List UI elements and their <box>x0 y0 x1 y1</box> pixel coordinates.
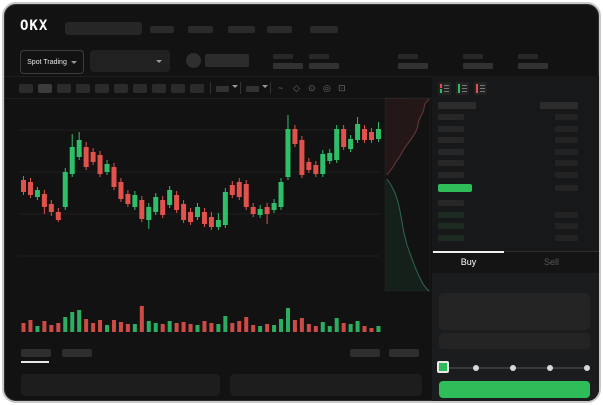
book-all-icon[interactable] <box>438 82 451 95</box>
timeframe-slot-6[interactable] <box>114 84 128 93</box>
book-bids-icon[interactable] <box>456 82 469 95</box>
amount-input[interactable] <box>439 333 590 349</box>
bid-row[interactable] <box>438 234 578 241</box>
timeframe-row <box>19 84 204 93</box>
ask-row[interactable] <box>438 160 578 167</box>
slider-stop-4[interactable] <box>584 365 590 371</box>
market-type-selector[interactable]: Spot Trading <box>20 50 84 74</box>
nav-item-3[interactable] <box>228 26 255 33</box>
orders-action-2[interactable] <box>389 349 419 357</box>
line-type-icon[interactable]: ~ <box>278 83 284 93</box>
indicator-dropdown[interactable] <box>216 86 229 92</box>
stat-24h-1 <box>273 54 313 72</box>
active-tab-underline <box>21 361 49 363</box>
nav-item-1[interactable] <box>150 26 174 33</box>
search-input[interactable] <box>65 22 142 35</box>
slider-stop-3[interactable] <box>547 365 553 371</box>
ask-row[interactable] <box>438 171 578 178</box>
last-price-badge[interactable] <box>438 184 472 192</box>
bid-row[interactable] <box>438 223 578 230</box>
buy-button[interactable] <box>439 381 590 398</box>
stat-24h-4 <box>463 54 503 72</box>
orders-panel-left <box>21 374 220 396</box>
fullscreen-icon[interactable]: ⊡ <box>338 83 346 93</box>
bid-row[interactable] <box>438 211 578 218</box>
market-type-label: Spot Trading <box>27 58 67 66</box>
camera-icon[interactable]: ⊙ <box>308 83 316 93</box>
timeframe-slot-3[interactable] <box>57 84 71 93</box>
orderbook-header-price <box>438 102 476 109</box>
timeframe-slot-2[interactable] <box>38 84 52 93</box>
timeframe-slot-9[interactable] <box>171 84 185 93</box>
ask-row[interactable] <box>438 125 578 132</box>
orders-panel-right <box>230 374 422 396</box>
slider-handle[interactable] <box>437 361 449 373</box>
ask-row[interactable] <box>438 137 578 144</box>
orders-tab-active[interactable] <box>21 349 51 357</box>
ask-rows[interactable] <box>438 114 578 184</box>
timeframe-slot-7[interactable] <box>133 84 147 93</box>
price-input[interactable] <box>439 293 590 330</box>
timeframe-slot-1[interactable] <box>19 84 33 93</box>
orders-tab-2[interactable] <box>62 349 92 357</box>
buy-tab-indicator <box>433 251 504 253</box>
bid-row[interactable] <box>438 200 578 206</box>
trade-form <box>432 273 599 401</box>
timeframe-slot-4[interactable] <box>76 84 90 93</box>
spread-amount-bar <box>555 185 578 191</box>
chevron-down-icon[interactable] <box>232 85 238 105</box>
stat-24h-2 <box>309 54 349 72</box>
orderbook-header-amount <box>540 102 578 109</box>
nav-item-2[interactable] <box>188 26 213 33</box>
ask-row[interactable] <box>438 148 578 155</box>
okx-logo[interactable]: OKX <box>20 18 49 34</box>
slider-stop-2[interactable] <box>510 365 516 371</box>
book-asks-icon[interactable] <box>474 82 487 95</box>
stat-24h-3 <box>398 54 438 72</box>
chevron-down-icon[interactable] <box>262 85 268 105</box>
ask-row[interactable] <box>438 114 578 120</box>
settings-icon[interactable]: ◎ <box>323 83 331 93</box>
timeframe-slot-5[interactable] <box>95 84 109 93</box>
stat-24h-5 <box>518 54 558 72</box>
timeframe-slot-10[interactable] <box>190 84 204 93</box>
timeframe-slot-8[interactable] <box>152 84 166 93</box>
draw-icon[interactable]: ◇ <box>293 83 300 93</box>
orders-action-1[interactable] <box>350 349 380 357</box>
chevron-down-icon <box>156 59 162 63</box>
nav-item-4[interactable] <box>267 26 292 33</box>
orderbook-panel: Buy Sell <box>432 76 599 401</box>
chevron-down-icon <box>70 60 77 64</box>
slider-stop-1[interactable] <box>473 365 479 371</box>
overlay-dropdown[interactable] <box>246 86 259 92</box>
trade-tabs: Buy Sell <box>432 251 599 273</box>
coin-icon <box>186 53 201 68</box>
nav-item-5[interactable] <box>310 26 338 33</box>
tab-buy[interactable]: Buy <box>460 257 477 267</box>
bid-rows[interactable] <box>438 200 578 246</box>
last-price-value <box>205 54 249 67</box>
tab-sell[interactable]: Sell <box>543 257 559 267</box>
pair-selector[interactable] <box>90 50 170 72</box>
